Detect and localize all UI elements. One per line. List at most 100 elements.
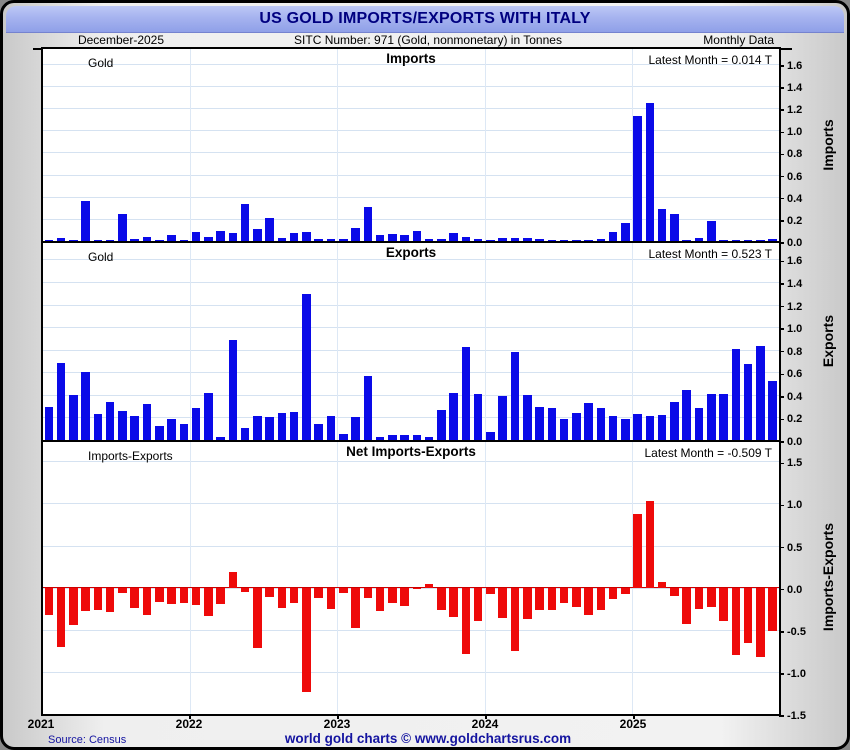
bar-month-2023-8	[424, 238, 434, 241]
bar-month-2021-1	[44, 407, 54, 440]
bar-month-2025-5	[682, 239, 691, 241]
bar-month-2023-4	[375, 436, 385, 440]
report-date: December-2025	[77, 33, 165, 47]
bar-month-2025-1	[633, 514, 642, 588]
bar-month-2023-12	[473, 238, 483, 241]
bar-month-2025-6	[694, 587, 704, 609]
imports-panel-title: Imports	[386, 51, 436, 66]
bar-month-2024-7	[559, 239, 569, 241]
bar-month-2024-1	[486, 432, 495, 440]
gridline-h	[43, 503, 779, 505]
bar-month-2024-9	[584, 587, 593, 615]
bar-month-2025-2	[645, 416, 655, 440]
bar-month-2024-4	[523, 587, 532, 619]
y-axis-tick-label: 1.4	[787, 277, 803, 290]
bar-month-2021-9	[142, 587, 152, 616]
legend-label: Imports-Exports	[88, 449, 173, 463]
y-axis-tick-label: 1.5	[787, 457, 803, 470]
gridline-h	[43, 304, 779, 306]
zero-axis-line	[43, 587, 779, 589]
year-label-2024: 2024	[471, 717, 499, 731]
bar-month-2021-8	[130, 587, 139, 608]
y-axis-tick	[779, 328, 784, 330]
y-axis-tick-label: -0.5	[787, 625, 806, 638]
gridline-h	[43, 587, 779, 589]
frequency-label: Monthly Data	[703, 33, 774, 47]
bar-month-2022-9	[289, 233, 299, 241]
bar-month-2025-3	[657, 415, 667, 440]
source-label: Source: Census	[48, 734, 127, 746]
bar-month-2024-4	[523, 394, 532, 440]
credit-label: world gold charts © www.goldchartsrus.co…	[284, 731, 572, 746]
gridline-h	[43, 545, 779, 547]
bar-month-2024-12	[621, 223, 630, 241]
y-axis-tick-label: 0.0	[787, 435, 803, 448]
bar-month-2021-12	[179, 424, 189, 440]
bar-month-2025-3	[657, 208, 667, 241]
year-tick	[633, 714, 635, 719]
year-tick	[485, 714, 487, 719]
year-label-2025: 2025	[619, 717, 647, 731]
bar-month-2021-4	[81, 201, 90, 241]
bar-month-2021-5	[93, 239, 103, 241]
gridline-h	[43, 259, 779, 261]
bar-month-2025-5	[682, 390, 691, 440]
gridline-h	[43, 372, 779, 374]
y-axis-tick-label: 0.2	[787, 413, 803, 426]
y-axis-tick-label: 0.8	[787, 148, 803, 161]
bar-month-2024-1	[486, 587, 495, 595]
bar-month-2021-6	[105, 401, 115, 440]
bar-month-2024-10	[596, 587, 606, 610]
y-axis-tick	[779, 220, 784, 222]
bar-month-2022-12	[326, 587, 336, 609]
bar-month-2021-10	[155, 587, 164, 602]
exports-chart-panel: Gold Exports Latest Month = 0.523 T 0.0 0…	[41, 241, 802, 448]
y-axis-tick	[779, 153, 784, 156]
gridline-h	[43, 86, 779, 88]
gridline-h	[43, 130, 779, 132]
y-axis-tick-label: 0.2	[787, 214, 803, 227]
bar-month-2021-3	[69, 239, 78, 241]
gridline-year	[337, 243, 339, 440]
gridline-h	[43, 629, 779, 631]
bar-month-2022-10	[302, 294, 311, 440]
y-axis-tick	[779, 441, 784, 443]
bar-month-2025-3	[657, 581, 667, 588]
y-axis-tick	[779, 418, 784, 421]
net-chart-panel: Imports-Exports Net Imports-Exports Late…	[41, 440, 806, 722]
y-axis-tick-label: 0.0	[787, 236, 803, 249]
exports-plot-area	[43, 243, 779, 440]
bar-month-2022-1	[191, 232, 201, 241]
bar-month-2023-9	[437, 409, 446, 440]
net-panel-title: Net Imports-Exports	[346, 444, 476, 459]
bar-month-2025-7	[707, 393, 716, 440]
imports-legend: Gold	[52, 56, 113, 70]
exports-legend: Gold	[52, 250, 113, 264]
bar-month-2024-7	[559, 587, 569, 603]
bar-month-2022-12	[326, 238, 336, 241]
imports-chart-panel: Gold Imports Latest Month = 0.014 T 0.0 0…	[41, 47, 802, 249]
bar-month-2022-7	[265, 217, 274, 241]
gridline-year	[190, 442, 192, 714]
bar-month-2024-8	[572, 412, 581, 440]
y-axis-tick-label: 1.2	[787, 300, 803, 313]
imports-latest-value: Latest Month = 0.014 T	[648, 53, 772, 67]
bar-month-2024-2	[498, 395, 507, 440]
gridline-year	[337, 442, 339, 714]
bar-month-2022-7	[265, 587, 274, 597]
bar-month-2021-2	[56, 587, 66, 648]
y-axis-tick	[779, 373, 784, 375]
y-axis-tick-label: 1.2	[787, 103, 803, 116]
y-axis-tick-label: 1.4	[787, 81, 803, 94]
bar-month-2021-9	[142, 403, 152, 440]
net-axis-title: Imports-Exports	[820, 522, 836, 632]
net-legend: Imports-Exports	[52, 449, 173, 463]
bar-month-2021-9	[142, 236, 152, 241]
bar-month-2025-12	[768, 239, 777, 241]
gridline-h	[43, 327, 779, 329]
bar-month-2024-11	[608, 416, 618, 440]
page-title: US GOLD IMPORTS/EXPORTS WITH ITALY	[259, 10, 591, 27]
bar-month-2025-10	[743, 364, 753, 440]
gridline-h	[43, 108, 779, 110]
bar-month-2024-9	[584, 402, 593, 440]
